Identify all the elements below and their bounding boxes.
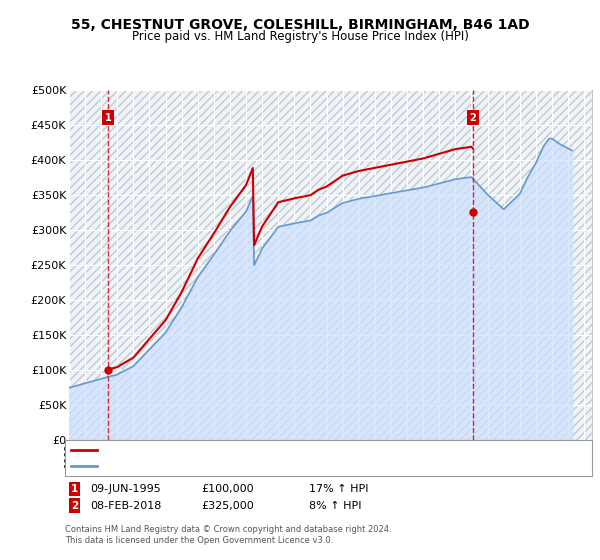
Text: 17% ↑ HPI: 17% ↑ HPI xyxy=(309,484,368,494)
Text: 55, CHESTNUT GROVE, COLESHILL, BIRMINGHAM, B46 1AD: 55, CHESTNUT GROVE, COLESHILL, BIRMINGHA… xyxy=(71,18,529,32)
Text: 8% ↑ HPI: 8% ↑ HPI xyxy=(309,501,361,511)
Text: Contains HM Land Registry data © Crown copyright and database right 2024.
This d: Contains HM Land Registry data © Crown c… xyxy=(65,525,391,545)
Text: Price paid vs. HM Land Registry's House Price Index (HPI): Price paid vs. HM Land Registry's House … xyxy=(131,30,469,43)
Text: £325,000: £325,000 xyxy=(201,501,254,511)
Text: 1: 1 xyxy=(71,484,78,494)
Text: 09-JUN-1995: 09-JUN-1995 xyxy=(90,484,161,494)
Text: HPI: Average price, detached house, North Warwickshire: HPI: Average price, detached house, Nort… xyxy=(100,461,376,471)
Text: 08-FEB-2018: 08-FEB-2018 xyxy=(90,501,161,511)
Text: £100,000: £100,000 xyxy=(201,484,254,494)
Text: 2: 2 xyxy=(71,501,78,511)
Text: 55, CHESTNUT GROVE, COLESHILL, BIRMINGHAM, B46 1AD (detached house): 55, CHESTNUT GROVE, COLESHILL, BIRMINGHA… xyxy=(100,445,478,455)
Text: 2: 2 xyxy=(470,113,476,123)
Text: 1: 1 xyxy=(105,113,112,123)
